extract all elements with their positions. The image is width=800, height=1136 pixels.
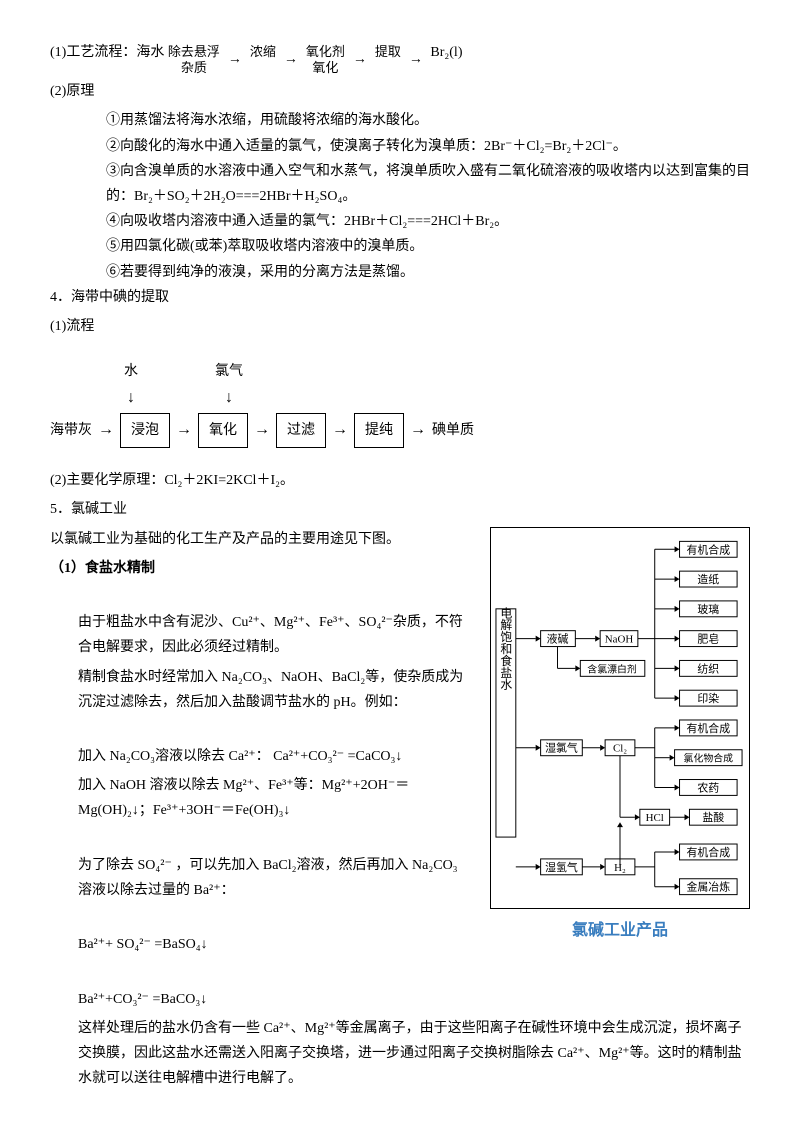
svg-text:氯化物合成: 氯化物合成 bbox=[684, 751, 734, 764]
flow1-prefix: (1)工艺流程：海水 bbox=[50, 45, 164, 60]
principle-5: ⑤用四氯化碳(或苯)萃取吸收塔内溶液中的溴单质。 bbox=[50, 234, 750, 259]
section-5-intro: 以氯碱工业为基础的化工生产及产品的主要用途见下图。 bbox=[50, 527, 470, 552]
svg-text:电解饱和食盐水: 电解饱和食盐水 bbox=[499, 606, 513, 689]
svg-text:肥皂: 肥皂 bbox=[697, 631, 719, 645]
diagram-caption: 氯碱工业产品 bbox=[490, 917, 750, 946]
para-4: 这样处理后的盐水仍含有一些 Ca²⁺、Mg²⁺等金属离子，由于这些阳离子在碱性环… bbox=[50, 1016, 750, 1092]
svg-text:湿氯气: 湿氯气 bbox=[545, 740, 578, 754]
section-5-title: 5．氯碱工业 bbox=[50, 497, 750, 522]
para-2: 精制食盐水时经常加入 Na₂CO₃、NaOH、BaCl₂等，使杂质成为沉淀过滤除… bbox=[50, 665, 470, 715]
svg-text:印染: 印染 bbox=[697, 691, 719, 705]
section-4-title: 4．海带中碘的提取 bbox=[50, 285, 750, 310]
flow2-start: 海带灰 bbox=[50, 418, 92, 443]
section-4-sub: (1)流程 bbox=[50, 314, 750, 339]
svg-text:HCl: HCl bbox=[646, 812, 664, 824]
svg-text:液碱: 液碱 bbox=[547, 631, 569, 645]
eq-4: Ba²⁺+CO₃²⁻ =BaCO₃↓ bbox=[50, 987, 470, 1012]
svg-text:玻璃: 玻璃 bbox=[697, 601, 719, 615]
svg-text:有机合成: 有机合成 bbox=[687, 845, 731, 859]
principle-2: ②向酸化的海水中通入适量的氯气，使溴离子转化为溴单质：2Br⁻＋Cl₂=Br₂＋… bbox=[50, 134, 750, 159]
svg-text:盐酸: 盐酸 bbox=[702, 810, 724, 824]
eq-1: 加入 Na₂CO₃溶液以除去 Ca²⁺： Ca²⁺+CO₃²⁻ =CaCO₃↓ bbox=[50, 744, 470, 769]
flow2-box-1: 浸泡 bbox=[120, 413, 170, 448]
section-4-eq: (2)主要化学原理：Cl₂＋2KI=2KCl＋I₂。 bbox=[50, 468, 750, 493]
svg-text:有机合成: 有机合成 bbox=[687, 542, 731, 556]
chlor-alkali-diagram: 电解饱和食盐水 液碱 NaOH 有机合成 造纸 bbox=[490, 527, 750, 909]
para-1: 由于粗盐水中含有泥沙、Cu²⁺、Mg²⁺、Fe³⁺、SO₄²⁻杂质，不符合电解要… bbox=[50, 610, 470, 660]
principle-title: (2)原理 bbox=[50, 79, 750, 104]
flow2-box-3: 过滤 bbox=[276, 413, 326, 448]
svg-text:金属冶炼: 金属冶炼 bbox=[687, 879, 731, 893]
principle-1: ①用蒸馏法将海水浓缩，用硫酸将浓缩的海水酸化。 bbox=[50, 108, 750, 133]
svg-text:Cl₂: Cl₂ bbox=[613, 742, 627, 754]
svg-text:纺织: 纺织 bbox=[697, 661, 719, 675]
flowchart-iodine: 水↓ 氯气↓ 海带灰 → 浸泡 → 氧化 → 过滤 → 提纯 → 碘单质 bbox=[50, 359, 750, 448]
svg-text:H₂: H₂ bbox=[614, 861, 626, 873]
principle-4: ④向吸收塔内溶液中通入适量的氯气：2HBr＋Cl₂===2HCl＋Br₂。 bbox=[50, 209, 750, 234]
flow1-suffix: Br₂(l) bbox=[430, 45, 462, 60]
eq-3: Ba²⁺+ SO₄²⁻ =BaSO₄↓ bbox=[50, 932, 470, 957]
svg-text:造纸: 造纸 bbox=[697, 572, 719, 586]
svg-text:NaOH: NaOH bbox=[605, 633, 634, 645]
principle-3: ③向含溴单质的水溶液中通入空气和水蒸气，将溴单质吹入盛有二氧化硫溶液的吸收塔内以… bbox=[50, 159, 750, 209]
flow2-box-2: 氧化 bbox=[198, 413, 248, 448]
svg-text:含氯漂白剂: 含氯漂白剂 bbox=[587, 662, 637, 675]
para-3: 为了除去 SO₄²⁻ ，可以先加入 BaCl₂溶液，然后再加入 Na₂CO₃溶液… bbox=[50, 853, 470, 903]
svg-text:有机合成: 有机合成 bbox=[687, 721, 731, 735]
flow2-box-4: 提纯 bbox=[354, 413, 404, 448]
flow2-end: 碘单质 bbox=[432, 418, 474, 443]
svg-text:湿氢气: 湿氢气 bbox=[545, 859, 578, 873]
eq-2: 加入 NaOH 溶液以除去 Mg²⁺、Fe³⁺等：Mg²⁺+2OH⁻＝Mg(OH… bbox=[50, 773, 470, 823]
section-5-sub: （1）食盐水精制 bbox=[50, 556, 470, 581]
process-flow-1: (1)工艺流程：海水 除去悬浮杂质 → 浓缩 → 氧化剂氧化 → 提取 → Br… bbox=[50, 40, 750, 75]
svg-text:农药: 农药 bbox=[697, 780, 719, 794]
principle-6: ⑥若要得到纯净的液溴，采用的分离方法是蒸馏。 bbox=[50, 260, 750, 285]
